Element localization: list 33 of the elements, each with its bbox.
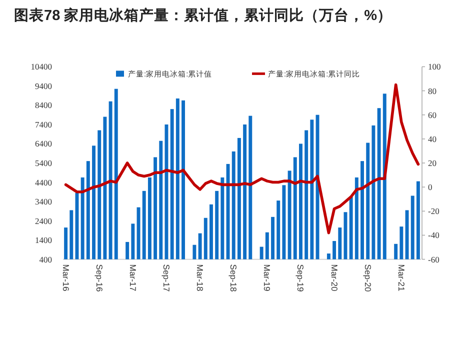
y-tick-label: 8400 (35, 100, 52, 110)
y2-tick-label: -60 (428, 254, 440, 264)
y-tick-label: 9400 (35, 80, 52, 91)
chart-title: 图表78 家用电冰箱产量：累计值，累计同比（万台，%） (14, 6, 392, 24)
y-tick-label: 400 (39, 254, 52, 264)
y-tick-label: 1400 (35, 235, 52, 246)
y2-tick-label: -20 (428, 206, 440, 216)
y2-tick-label: 80 (428, 86, 436, 96)
x-tick-label: Sep-20 (362, 264, 373, 292)
y2-tick-label: 0 (428, 182, 432, 192)
x-tick-label: Mar-16 (60, 264, 71, 292)
y-tick-label: 4400 (35, 177, 52, 188)
x-tick-label: Mar-19 (262, 264, 272, 292)
y-tick-label: 3400 (35, 196, 52, 207)
y2-tick-label: 20 (428, 158, 436, 168)
y-tick-label: 5400 (35, 158, 52, 168)
x-tick-label: Mar-21 (396, 264, 406, 292)
x-tick-label: Mar-20 (329, 264, 340, 292)
y2-tick-label: 60 (428, 110, 436, 120)
y-tick-label: 2400 (35, 216, 52, 226)
x-tick-label: Mar-17 (128, 264, 138, 292)
x-tick-label: Sep-19 (296, 264, 306, 292)
y-tick-label: 6400 (35, 138, 52, 149)
x-tick-label: Sep-17 (161, 264, 172, 292)
y2-tick-label: 100 (428, 62, 441, 72)
line-series (64, 83, 420, 234)
y-tick-label: 10400 (30, 62, 52, 72)
x-tick-label: Sep-16 (94, 264, 104, 292)
y2-tick-label: 40 (428, 134, 436, 144)
x-tick-label: Mar-18 (195, 264, 206, 292)
x-tick-label: Sep-18 (228, 264, 239, 292)
y2-tick-label: -40 (428, 230, 440, 240)
y-tick-label: 7400 (35, 119, 52, 130)
